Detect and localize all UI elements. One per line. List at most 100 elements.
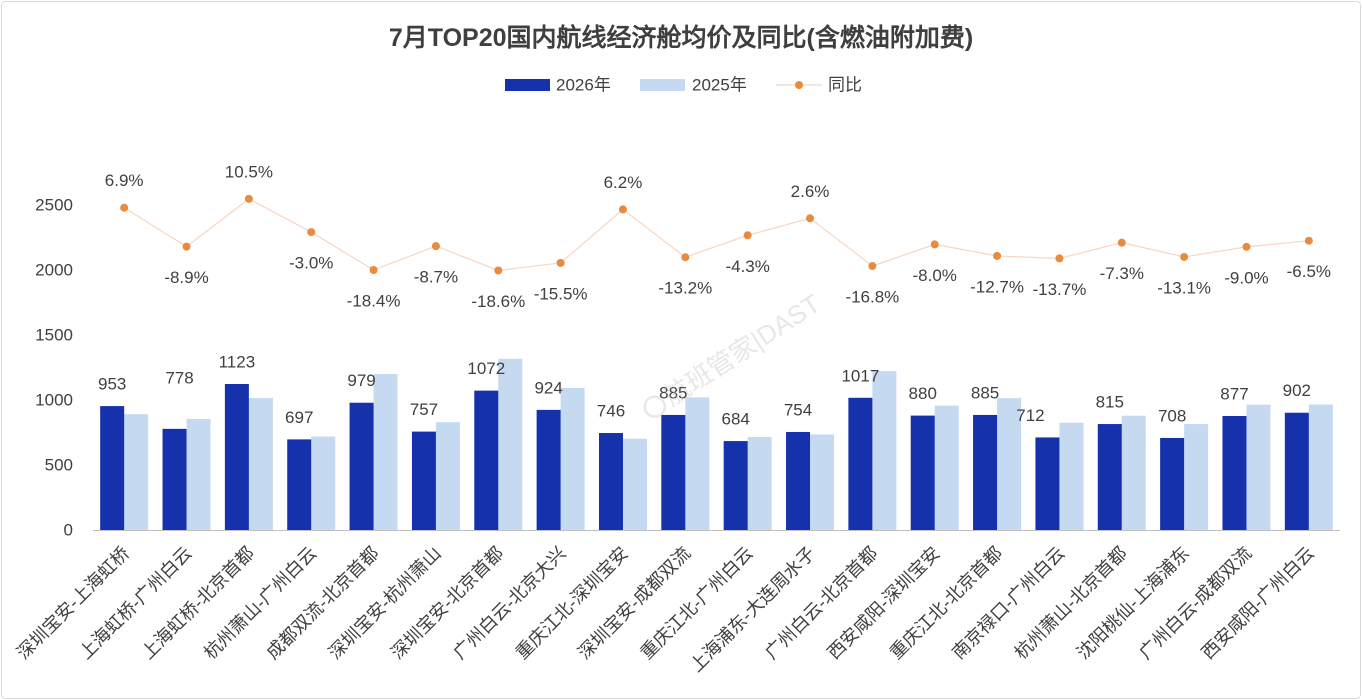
bar-2025 bbox=[1121, 415, 1146, 530]
watermark-logo-icon bbox=[643, 395, 667, 418]
yoy-point bbox=[618, 205, 627, 214]
bar-value-label: 877 bbox=[1220, 384, 1248, 403]
bar-2025 bbox=[747, 437, 772, 530]
bar-2025 bbox=[1308, 404, 1333, 530]
bar-2026 bbox=[723, 441, 748, 530]
bars-series-2025 bbox=[124, 358, 1333, 530]
y-tick-label: 1000 bbox=[35, 391, 73, 410]
bar-2025 bbox=[373, 374, 398, 530]
yoy-value-label: -15.5% bbox=[534, 284, 588, 303]
bar-value-label: 697 bbox=[285, 408, 313, 427]
bar-2025 bbox=[1184, 424, 1209, 530]
yoy-point bbox=[1055, 254, 1064, 263]
bar-2025 bbox=[248, 397, 273, 530]
bar-2026 bbox=[786, 431, 811, 530]
bar-2026 bbox=[287, 439, 312, 530]
bar-2026 bbox=[536, 409, 561, 530]
bar-value-label: 754 bbox=[784, 400, 812, 419]
yoy-point bbox=[1242, 242, 1251, 251]
yoy-value-label: -8.7% bbox=[414, 268, 458, 287]
bar-value-label: 885 bbox=[659, 383, 687, 402]
bar-2026 bbox=[1222, 415, 1247, 530]
bar-2026 bbox=[661, 414, 686, 530]
bar-2025 bbox=[186, 418, 211, 530]
yoy-point bbox=[494, 266, 503, 275]
yoy-point bbox=[120, 203, 129, 212]
legend-item-series-2025: 2025年 bbox=[640, 76, 747, 95]
legend-label-yoy: 同比 bbox=[828, 76, 862, 95]
yoy-point bbox=[806, 214, 815, 223]
yoy-value-label: -4.3% bbox=[725, 257, 769, 276]
yoy-value-label: -16.8% bbox=[845, 288, 899, 307]
bar-2025 bbox=[622, 438, 647, 530]
yoy-point bbox=[369, 266, 378, 274]
bar-2026 bbox=[349, 402, 374, 530]
yoy-line-series bbox=[120, 194, 1313, 275]
bar-value-label: 757 bbox=[410, 400, 438, 419]
legend-label-2026: 2026年 bbox=[556, 76, 611, 95]
yoy-value-label: -7.3% bbox=[1100, 264, 1144, 283]
yoy-value-label: 2.6% bbox=[791, 182, 830, 201]
yoy-value-label: -12.7% bbox=[970, 277, 1024, 296]
yoy-point bbox=[993, 251, 1002, 260]
yoy-point bbox=[930, 240, 939, 249]
bar-value-label: 885 bbox=[971, 383, 999, 402]
yoy-point bbox=[681, 253, 690, 262]
yoy-value-label: 10.5% bbox=[225, 162, 273, 181]
bar-2026 bbox=[1097, 424, 1122, 530]
yoy-point bbox=[868, 262, 877, 271]
bar-2025 bbox=[435, 422, 460, 530]
bar-value-labels: 953 778 1123 697 979 757 1072 924 746 885 684 754 10… bbox=[98, 353, 1311, 429]
yoy-value-label: -13.7% bbox=[1032, 280, 1086, 299]
yoy-value-label: -6.5% bbox=[1287, 262, 1331, 281]
yoy-value-labels: 6.9% -8.9% 10.5% -3.0% -18.4% -8.7% -18.6% -15.… bbox=[105, 162, 1331, 311]
bar-2026 bbox=[474, 390, 499, 530]
bar-2025 bbox=[311, 436, 336, 530]
yoy-point bbox=[1180, 252, 1189, 261]
bar-2025 bbox=[997, 398, 1022, 530]
yoy-value-label: -13.1% bbox=[1157, 278, 1211, 297]
bar-value-label: 1072 bbox=[467, 359, 505, 378]
bars-series-2026 bbox=[100, 384, 1309, 530]
bar-value-label: 924 bbox=[534, 378, 562, 397]
yoy-value-label: -18.6% bbox=[471, 292, 525, 311]
y-tick-label: 2500 bbox=[35, 196, 73, 215]
legend-marker-yoy bbox=[795, 81, 803, 89]
yoy-point bbox=[1304, 236, 1313, 245]
bar-2026 bbox=[910, 415, 935, 530]
legend-label-2025: 2025年 bbox=[692, 76, 747, 95]
bar-value-label: 979 bbox=[347, 371, 375, 390]
yoy-value-label: -13.2% bbox=[658, 279, 712, 298]
bar-2026 bbox=[1035, 437, 1060, 530]
bar-2025 bbox=[560, 387, 585, 530]
bar-2026 bbox=[162, 428, 187, 530]
bar-value-label: 1017 bbox=[841, 366, 879, 385]
yoy-point bbox=[182, 242, 191, 251]
yoy-point bbox=[743, 231, 752, 240]
bar-value-label: 815 bbox=[1096, 393, 1124, 412]
bar-2025 bbox=[1246, 404, 1271, 530]
yoy-point bbox=[431, 242, 440, 251]
bar-2026 bbox=[100, 406, 125, 530]
bar-value-label: 712 bbox=[1016, 406, 1044, 425]
bar-2025 bbox=[685, 397, 710, 530]
bar-2025 bbox=[498, 358, 523, 530]
bar-2025 bbox=[934, 405, 959, 530]
bar-2026 bbox=[1160, 437, 1185, 530]
bar-2026 bbox=[598, 433, 623, 530]
bar-2025 bbox=[810, 434, 835, 530]
y-tick-label: 2000 bbox=[35, 261, 73, 280]
chart-title: 7月TOP20国内航线经济舱均价及同比(含燃油附加费) bbox=[389, 23, 973, 52]
yoy-point bbox=[556, 258, 565, 267]
legend-item-series-yoy: 同比 bbox=[776, 76, 862, 95]
yoy-value-label: -9.0% bbox=[1224, 268, 1268, 287]
bar-value-label: 778 bbox=[165, 368, 193, 387]
yoy-value-label: -8.9% bbox=[164, 268, 208, 287]
bar-2026 bbox=[1284, 412, 1309, 530]
yoy-value-label: -18.4% bbox=[347, 292, 401, 311]
yoy-value-label: 6.9% bbox=[105, 171, 144, 190]
yoy-point bbox=[1117, 238, 1126, 247]
yoy-value-label: -3.0% bbox=[289, 254, 333, 273]
